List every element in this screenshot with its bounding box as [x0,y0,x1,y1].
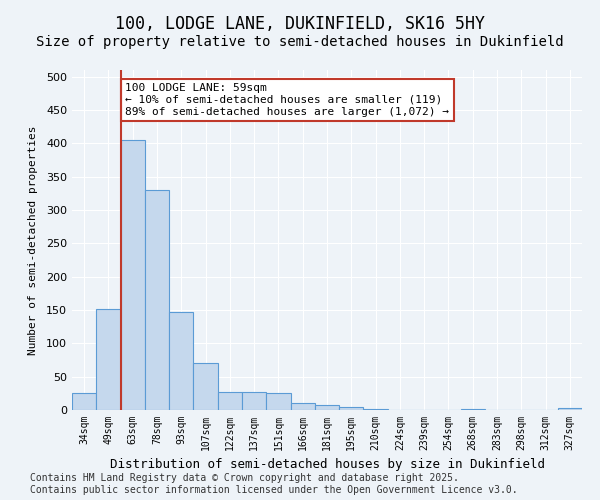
Bar [558,408,582,410]
Bar [242,392,266,410]
Bar [290,404,315,410]
Text: Contains HM Land Registry data © Crown copyright and database right 2025.
Contai: Contains HM Land Registry data © Crown c… [30,474,518,495]
Bar [218,392,242,410]
Bar [315,406,339,410]
Bar [121,140,145,410]
Bar [266,394,290,410]
Bar [72,394,96,410]
Text: 100, LODGE LANE, DUKINFIELD, SK16 5HY: 100, LODGE LANE, DUKINFIELD, SK16 5HY [115,15,485,33]
Text: 100 LODGE LANE: 59sqm
← 10% of semi-detached houses are smaller (119)
89% of sem: 100 LODGE LANE: 59sqm ← 10% of semi-deta… [125,84,449,116]
Bar [364,408,388,410]
Bar [339,406,364,410]
Bar [169,312,193,410]
Bar [193,364,218,410]
Text: Size of property relative to semi-detached houses in Dukinfield: Size of property relative to semi-detach… [36,35,564,49]
Y-axis label: Number of semi-detached properties: Number of semi-detached properties [28,125,38,355]
X-axis label: Distribution of semi-detached houses by size in Dukinfield: Distribution of semi-detached houses by … [110,458,545,471]
Bar [96,308,121,410]
Bar [145,190,169,410]
